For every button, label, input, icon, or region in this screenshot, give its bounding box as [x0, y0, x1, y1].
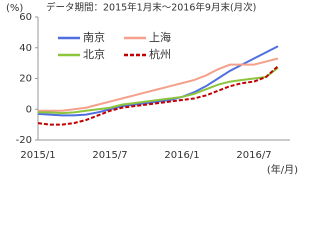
- x-axis-label: (年/月): [267, 163, 298, 176]
- legend-label: 上海: [149, 30, 171, 44]
- legend-label: 杭州: [149, 47, 171, 61]
- x-tick-label: 2016/7: [236, 150, 271, 161]
- x-tick-label: 2015/7: [92, 150, 127, 161]
- series-line: [38, 66, 279, 115]
- y-tick-label: 20: [19, 74, 32, 85]
- legend-label: 北京: [83, 47, 105, 61]
- y-tick-label: 60: [19, 12, 32, 23]
- series-line: [38, 57, 279, 112]
- series-line: [37, 65, 279, 126]
- y-tick-label: -20: [16, 135, 32, 146]
- y-axis-label: (%): [6, 3, 23, 14]
- series-line: [37, 45, 279, 117]
- y-tick-label: 40: [19, 43, 32, 54]
- legend-label: 南京: [83, 30, 105, 44]
- chart-subtitle: データ期間：2015年1月末～2016年9月末(月次): [46, 2, 256, 14]
- y-tick-label: 0: [26, 104, 32, 115]
- x-tick-label: 2015/1: [20, 150, 55, 161]
- chart: (%) データ期間：2015年1月末～2016年9月末(月次) (年/月) -2…: [6, 2, 298, 177]
- x-tick-label: 2016/1: [164, 150, 199, 161]
